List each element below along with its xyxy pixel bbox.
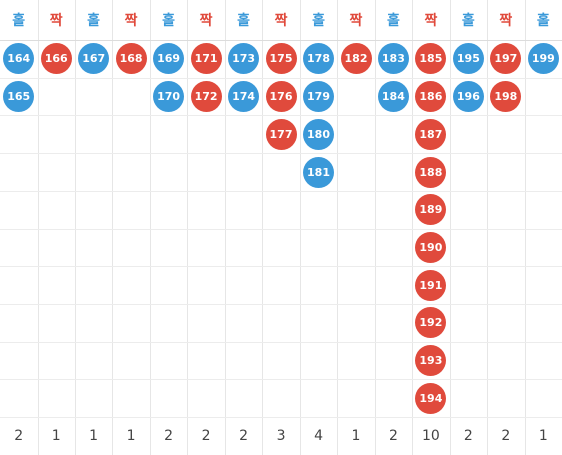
column-count: 3 [276, 428, 286, 444]
odd-result-ball: 170 [153, 81, 185, 113]
even-result-ball: 192 [415, 307, 447, 339]
row-divider [0, 341, 562, 343]
column-count: 1 [351, 428, 361, 444]
column-header-even: 짝 [49, 13, 63, 29]
odd-result-ball: 174 [228, 81, 260, 113]
column-count: 4 [314, 428, 323, 444]
column-divider [37, 0, 39, 455]
column-divider [412, 0, 414, 455]
even-result-ball: 197 [490, 43, 522, 75]
odd-result-ball: 167 [78, 43, 110, 75]
odd-result-ball: 184 [377, 81, 409, 113]
even-result-ball: 185 [415, 43, 447, 75]
column-header-odd: 홀 [312, 13, 325, 29]
column-divider [487, 0, 489, 455]
column-divider [112, 0, 114, 455]
column-header-odd: 홀 [87, 13, 101, 29]
odd-result-ball: 178 [303, 43, 334, 75]
column-count: 1 [51, 428, 61, 444]
even-result-ball: 191 [415, 269, 447, 301]
even-result-ball: 172 [190, 81, 222, 113]
even-result-ball: 176 [265, 81, 297, 113]
odd-result-ball: 196 [452, 81, 484, 113]
row-divider [0, 190, 562, 192]
odd-result-ball: 173 [228, 43, 260, 75]
column-divider [374, 0, 376, 455]
even-result-ball: 187 [415, 118, 447, 150]
row-divider [0, 77, 562, 79]
column-count: 1 [538, 428, 548, 444]
column-count: 2 [388, 428, 398, 444]
row-divider [0, 115, 562, 117]
column-divider [337, 0, 339, 455]
column-count: 1 [126, 428, 136, 444]
odd-result-ball: 199 [527, 43, 559, 75]
column-count: 2 [239, 428, 248, 444]
column-header-even: 짝 [349, 13, 363, 29]
header-divider [0, 40, 562, 41]
even-result-ball: 166 [40, 43, 72, 75]
even-result-ball: 186 [415, 81, 447, 113]
even-result-ball: 168 [115, 43, 147, 75]
odd-result-ball: 195 [452, 43, 484, 75]
column-divider [449, 0, 451, 455]
column-header-even: 짝 [274, 13, 288, 29]
column-header-odd: 홀 [162, 13, 176, 29]
column-divider [224, 0, 226, 455]
even-result-ball: 171 [190, 43, 222, 75]
odd-result-ball: 165 [3, 81, 35, 113]
column-header-odd: 홀 [237, 13, 250, 29]
even-result-ball: 189 [415, 194, 447, 226]
odd-result-ball: 169 [153, 43, 185, 75]
even-result-ball: 198 [490, 81, 522, 113]
column-count: 1 [89, 428, 99, 444]
column-header-odd: 홀 [12, 13, 26, 29]
column-header-odd: 홀 [536, 13, 550, 29]
even-result-ball: 175 [265, 43, 297, 75]
column-divider [299, 0, 301, 455]
column-divider [524, 0, 526, 455]
row-divider [0, 379, 562, 381]
column-header-even: 짝 [124, 13, 138, 29]
column-header-odd: 홀 [386, 13, 400, 29]
odd-result-ball: 179 [303, 81, 334, 113]
row-divider [0, 153, 562, 155]
column-count: 2 [14, 428, 24, 444]
column-header-even: 짝 [499, 13, 513, 29]
column-count: 10 [422, 428, 440, 444]
row-divider [0, 228, 562, 230]
column-divider [149, 0, 151, 455]
odd-result-ball: 180 [303, 118, 334, 150]
even-result-ball: 177 [265, 118, 297, 150]
row-divider [0, 303, 562, 305]
row-divider [0, 417, 562, 418]
odd-result-ball: 181 [303, 156, 334, 188]
even-result-ball: 194 [415, 382, 447, 414]
column-count: 2 [501, 428, 511, 444]
column-divider [262, 0, 264, 455]
column-header-even: 짝 [199, 13, 213, 29]
column-divider [187, 0, 189, 455]
column-count: 2 [164, 428, 174, 444]
odd-result-ball: 183 [377, 43, 409, 75]
odd-result-ball: 164 [3, 43, 35, 75]
column-count: 2 [463, 428, 473, 444]
column-count: 2 [201, 428, 211, 444]
column-header-odd: 홀 [461, 13, 475, 29]
even-result-ball: 193 [415, 345, 447, 376]
even-result-ball: 188 [415, 156, 447, 188]
row-divider [0, 266, 562, 268]
column-divider [74, 0, 76, 455]
even-result-ball: 182 [340, 43, 372, 75]
even-result-ball: 190 [415, 231, 447, 263]
column-header-even: 짝 [424, 13, 438, 29]
